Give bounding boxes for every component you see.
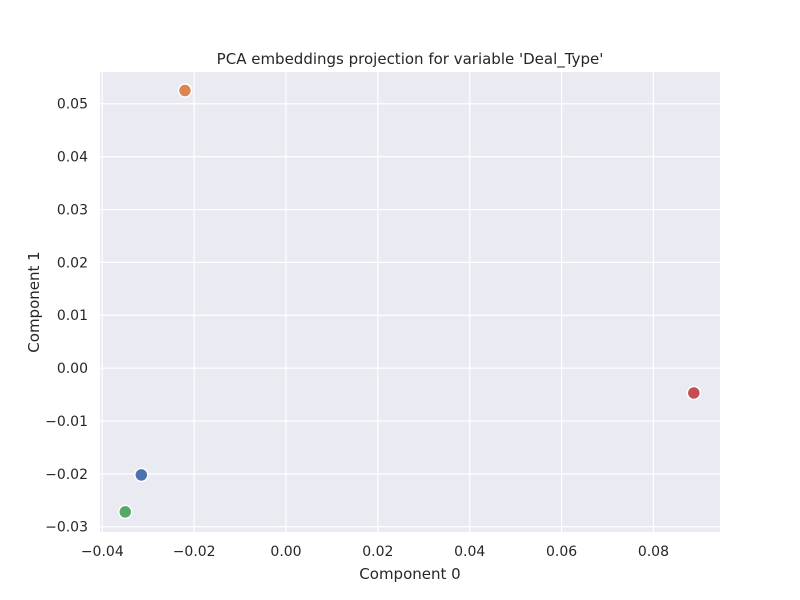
y-tick-label: 0.05 [57, 97, 88, 113]
y-tick-label: 0.04 [57, 150, 88, 166]
y-tick-label: −0.01 [45, 414, 88, 430]
y-tick-label: −0.03 [45, 520, 88, 536]
data-points [118, 83, 702, 520]
y-tick-label: 0.01 [57, 308, 88, 324]
scatter-point [118, 504, 133, 520]
y-tick-labels: −0.03 −0.02 −0.01 0.00 0.01 0.02 0.03 0.04 0.05 [45, 97, 88, 536]
x-tick-label: 0.02 [362, 544, 393, 560]
x-tick-label: 0.08 [638, 544, 669, 560]
grid-lines [100, 72, 720, 532]
y-axis-label: Component 1 [25, 251, 43, 352]
x-tick-labels: −0.04 −0.02 0.00 0.02 0.04 0.06 0.08 [81, 544, 669, 560]
y-tick-label: 0.03 [57, 202, 88, 218]
x-tick-label: −0.02 [173, 544, 216, 560]
y-tick-label: 0.00 [57, 361, 88, 377]
x-axis-label: Component 0 [359, 565, 460, 583]
x-tick-label: 0.04 [454, 544, 485, 560]
plot-area [100, 72, 720, 532]
chart-title: PCA embeddings projection for variable '… [217, 50, 604, 69]
y-tick-label: 0.02 [57, 255, 88, 271]
x-tick-label: −0.04 [81, 544, 124, 560]
scatter-point [177, 83, 193, 98]
x-tick-label: 0.06 [546, 544, 577, 560]
y-tick-label: −0.02 [45, 467, 88, 483]
x-tick-label: 0.00 [270, 544, 301, 560]
scatter-point [134, 467, 149, 483]
scatter-point [686, 385, 702, 401]
